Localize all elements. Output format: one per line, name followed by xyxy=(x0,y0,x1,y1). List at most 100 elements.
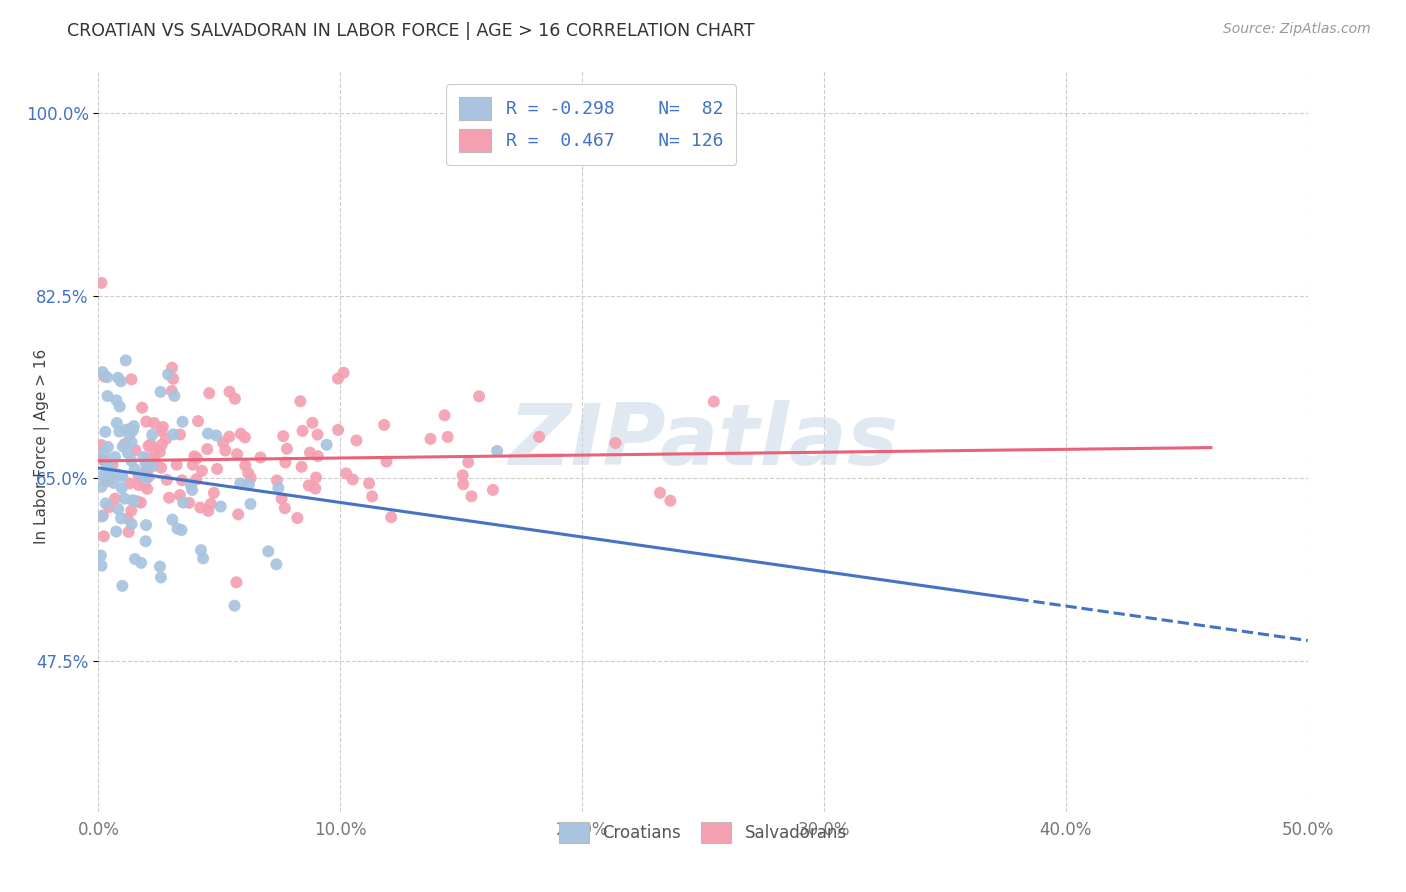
Point xyxy=(141,459,163,474)
Point xyxy=(186,472,208,486)
Point xyxy=(451,468,474,483)
Point xyxy=(157,368,180,382)
Point xyxy=(141,427,163,442)
Point xyxy=(134,456,156,470)
Point xyxy=(111,579,134,593)
Point xyxy=(138,439,160,453)
Point xyxy=(205,462,228,476)
Point xyxy=(224,599,246,613)
Point xyxy=(111,481,134,495)
Point xyxy=(103,475,125,490)
Point xyxy=(127,494,149,508)
Point xyxy=(108,425,131,439)
Point xyxy=(111,439,134,453)
Point xyxy=(209,500,232,514)
Point xyxy=(118,428,141,442)
Point xyxy=(605,436,627,450)
Point xyxy=(179,496,201,510)
Point xyxy=(143,416,166,430)
Point xyxy=(482,483,505,497)
Point xyxy=(90,276,112,290)
Point xyxy=(128,478,150,492)
Point xyxy=(307,427,329,442)
Point xyxy=(93,446,115,460)
Point xyxy=(97,473,120,487)
Point xyxy=(285,511,308,525)
Point xyxy=(703,394,725,409)
Point xyxy=(162,372,184,386)
Point xyxy=(135,464,157,478)
Point xyxy=(160,360,183,375)
Point xyxy=(218,429,240,443)
Point xyxy=(315,438,337,452)
Point xyxy=(122,419,145,434)
Point xyxy=(172,495,194,509)
Point xyxy=(105,416,128,430)
Point xyxy=(135,464,157,478)
Point xyxy=(127,468,149,483)
Point xyxy=(162,513,184,527)
Point xyxy=(129,495,152,509)
Point xyxy=(132,478,155,492)
Point xyxy=(271,429,294,443)
Point xyxy=(169,427,191,442)
Point xyxy=(188,500,211,515)
Point xyxy=(107,467,129,482)
Point xyxy=(301,416,323,430)
Point xyxy=(375,454,398,468)
Point xyxy=(527,430,550,444)
Point xyxy=(307,449,329,463)
Point xyxy=(117,524,139,539)
Point xyxy=(94,496,117,510)
Point xyxy=(124,552,146,566)
Point xyxy=(224,392,246,406)
Point xyxy=(197,426,219,441)
Point xyxy=(190,543,212,558)
Point xyxy=(96,459,118,474)
Point xyxy=(180,478,202,492)
Point xyxy=(131,401,153,415)
Text: In Labor Force | Age > 16: In Labor Force | Age > 16 xyxy=(34,349,51,543)
Point xyxy=(181,458,204,472)
Point xyxy=(202,486,225,500)
Point xyxy=(132,450,155,464)
Point xyxy=(181,483,204,497)
Point xyxy=(121,516,143,531)
Point xyxy=(93,369,115,384)
Point xyxy=(239,471,262,485)
Point xyxy=(91,509,114,524)
Point xyxy=(267,481,290,495)
Point xyxy=(191,551,214,566)
Point xyxy=(197,504,219,518)
Point xyxy=(162,427,184,442)
Point xyxy=(135,534,157,549)
Point xyxy=(187,414,209,428)
Point xyxy=(357,476,380,491)
Point xyxy=(124,462,146,476)
Point xyxy=(186,451,208,466)
Point xyxy=(97,440,120,454)
Point xyxy=(91,468,114,483)
Point xyxy=(229,476,252,491)
Point xyxy=(156,473,179,487)
Point xyxy=(121,493,143,508)
Point xyxy=(90,480,112,494)
Point xyxy=(290,394,312,409)
Point xyxy=(238,477,260,491)
Point xyxy=(200,497,222,511)
Point xyxy=(93,529,115,543)
Point xyxy=(191,464,214,478)
Point xyxy=(361,490,384,504)
Point xyxy=(249,450,271,465)
Point xyxy=(266,474,288,488)
Point xyxy=(451,477,474,491)
Point xyxy=(276,442,298,456)
Point xyxy=(291,424,314,438)
Point xyxy=(460,489,482,503)
Point xyxy=(122,423,145,437)
Point xyxy=(118,476,141,491)
Point xyxy=(134,467,156,481)
Point xyxy=(233,430,256,444)
Point xyxy=(114,491,136,506)
Point xyxy=(101,458,124,472)
